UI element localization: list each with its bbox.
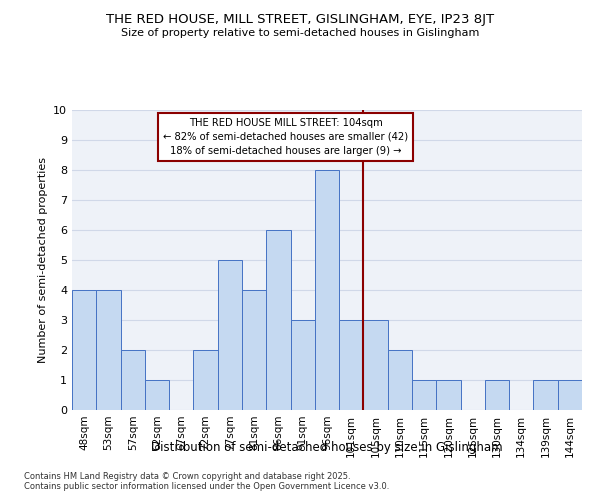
Bar [315, 170, 339, 410]
Bar [121, 350, 145, 410]
Bar [72, 290, 96, 410]
Bar [339, 320, 364, 410]
Bar [533, 380, 558, 410]
Bar [242, 290, 266, 410]
Text: Distribution of semi-detached houses by size in Gislingham: Distribution of semi-detached houses by … [151, 441, 503, 454]
Bar [364, 320, 388, 410]
Bar [436, 380, 461, 410]
Text: THE RED HOUSE, MILL STREET, GISLINGHAM, EYE, IP23 8JT: THE RED HOUSE, MILL STREET, GISLINGHAM, … [106, 12, 494, 26]
Text: THE RED HOUSE MILL STREET: 104sqm
← 82% of semi-detached houses are smaller (42): THE RED HOUSE MILL STREET: 104sqm ← 82% … [163, 118, 408, 156]
Bar [558, 380, 582, 410]
Text: Size of property relative to semi-detached houses in Gislingham: Size of property relative to semi-detach… [121, 28, 479, 38]
Bar [290, 320, 315, 410]
Bar [145, 380, 169, 410]
Bar [218, 260, 242, 410]
Bar [388, 350, 412, 410]
Y-axis label: Number of semi-detached properties: Number of semi-detached properties [38, 157, 47, 363]
Bar [96, 290, 121, 410]
Bar [193, 350, 218, 410]
Bar [266, 230, 290, 410]
Bar [485, 380, 509, 410]
Text: Contains public sector information licensed under the Open Government Licence v3: Contains public sector information licen… [24, 482, 389, 491]
Text: Contains HM Land Registry data © Crown copyright and database right 2025.: Contains HM Land Registry data © Crown c… [24, 472, 350, 481]
Bar [412, 380, 436, 410]
